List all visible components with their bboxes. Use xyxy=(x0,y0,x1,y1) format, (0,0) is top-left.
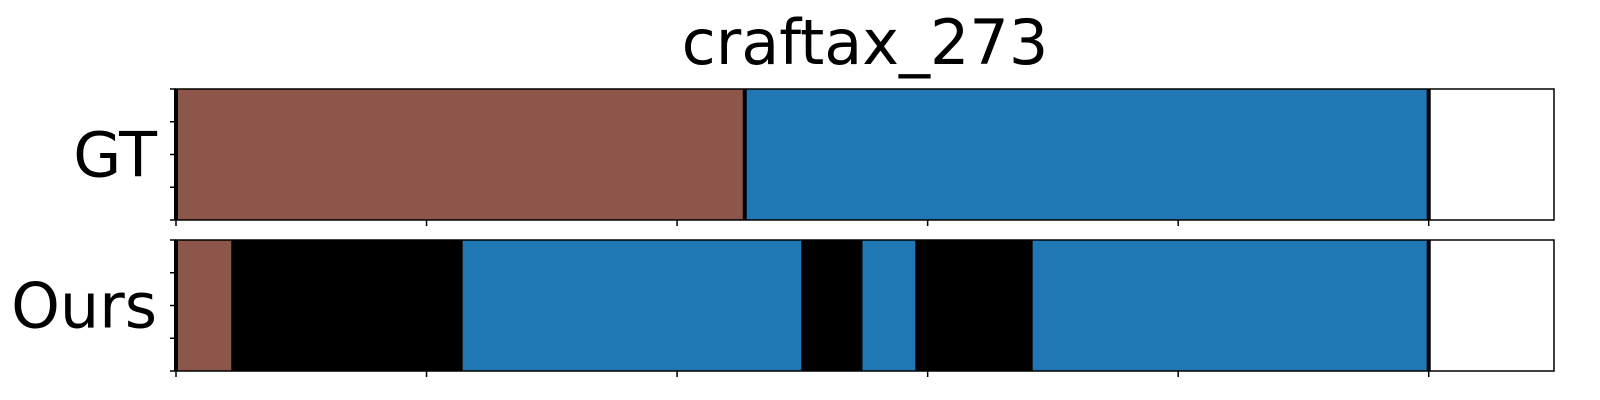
segment-bar xyxy=(231,240,463,371)
segment-bar xyxy=(915,240,1033,371)
row-label: GT xyxy=(73,119,158,192)
segment-bar xyxy=(176,240,232,371)
row-1: Ours xyxy=(11,239,1555,377)
row-0: GT xyxy=(73,88,1555,226)
segment-bar xyxy=(744,89,1429,220)
rows-layer: GT Ours xyxy=(11,88,1555,377)
segment-bar xyxy=(801,240,863,371)
row-label: Ours xyxy=(11,270,157,343)
segment-bar xyxy=(862,240,916,371)
segment-bar xyxy=(1032,240,1429,371)
segment-bar xyxy=(462,240,802,371)
chart-title: craftax_273 xyxy=(682,6,1049,79)
segment-bar xyxy=(176,89,745,220)
